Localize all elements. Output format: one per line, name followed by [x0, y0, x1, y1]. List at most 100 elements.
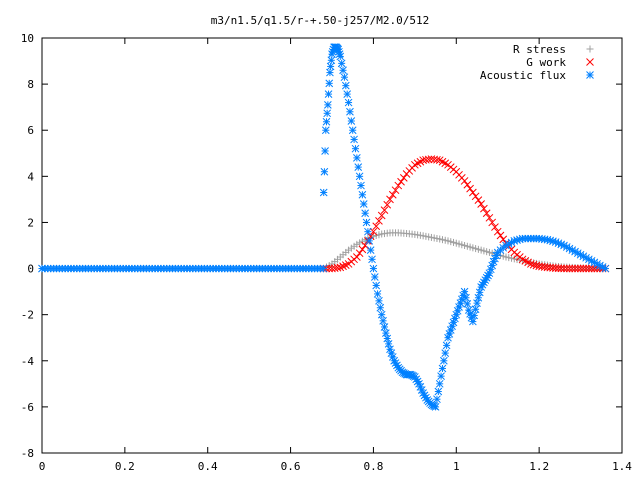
y-tick-label: 4 [27, 170, 34, 183]
x-tick-label: 0.6 [281, 460, 301, 473]
data-point [383, 200, 392, 209]
data-point [336, 52, 345, 61]
data-point [562, 264, 571, 273]
data-point [587, 264, 596, 273]
data-point [560, 264, 568, 273]
data-point [323, 109, 332, 118]
data-point [441, 349, 450, 357]
data-point [353, 154, 361, 162]
legend-marker [586, 45, 594, 53]
data-point [326, 62, 335, 71]
data-point [388, 190, 397, 199]
data-point [502, 241, 510, 250]
data-point [460, 177, 469, 185]
data-point [354, 163, 363, 171]
y-tick-label: 10 [21, 32, 34, 45]
x-tick-label: 1.2 [529, 460, 549, 473]
data-point [474, 293, 483, 302]
data-point [373, 290, 382, 298]
x-tick-label: 0.8 [363, 460, 383, 473]
data-point [477, 200, 485, 208]
data-point [353, 253, 361, 261]
data-point [424, 155, 433, 164]
data-point [372, 281, 381, 290]
x-tick-label: 0 [39, 460, 46, 473]
data-point [358, 245, 367, 254]
x-tick-label: 0.4 [198, 460, 218, 473]
data-point [384, 340, 393, 348]
data-point [319, 188, 328, 197]
data-point [470, 311, 479, 320]
axis-ticks: 0 0.2 0.4 0.6 0.8 1 1.2 1.4 -8 -6 -4 -2 0 2 4 6 8 10 [21, 32, 633, 473]
data-point [357, 181, 365, 190]
data-point [440, 356, 448, 365]
data-point [380, 323, 389, 331]
data-point [358, 190, 367, 199]
data-point [380, 206, 389, 215]
data-point [382, 329, 390, 337]
legend-marker [586, 71, 594, 79]
data-point [499, 235, 508, 244]
data-point [397, 177, 405, 186]
data-point [362, 218, 371, 227]
data-point [473, 299, 481, 307]
data-point [434, 387, 443, 396]
data-point [361, 209, 369, 218]
data-point [449, 318, 458, 327]
data-point [322, 117, 331, 126]
data-point [488, 218, 497, 227]
data-point [433, 395, 441, 404]
data-point [348, 126, 357, 135]
data-point [463, 180, 472, 189]
data-point [343, 90, 352, 98]
legend-label: R stress [513, 43, 566, 56]
legend-label: G work [526, 56, 566, 69]
data-point [471, 305, 480, 314]
data-point [377, 211, 386, 220]
data-point [319, 264, 328, 273]
data-point [341, 261, 350, 269]
data-point [601, 264, 610, 273]
series-2 [319, 155, 610, 273]
data-point [496, 231, 505, 240]
data-point [320, 167, 329, 176]
data-point [333, 263, 342, 272]
data-point [372, 222, 381, 231]
data-point [463, 300, 472, 308]
x-tick-label: 1 [453, 460, 460, 473]
data-point [355, 249, 364, 258]
data-point [355, 172, 364, 181]
data-point [336, 263, 345, 272]
data-point [471, 192, 480, 201]
data-point [341, 81, 350, 90]
data-point [469, 188, 477, 197]
data-point [364, 227, 372, 236]
data-point [431, 403, 440, 411]
data-point [376, 303, 385, 312]
plot-frame [41, 37, 623, 454]
data-point [474, 196, 483, 205]
series-3 [38, 43, 610, 411]
data-point [386, 195, 394, 204]
data-point [576, 264, 585, 273]
data-point [437, 372, 445, 381]
data-point [369, 264, 378, 273]
data-point [469, 317, 477, 326]
data-point [568, 264, 577, 273]
data-point [438, 364, 447, 373]
data-point [344, 98, 353, 107]
data-point [346, 107, 354, 116]
data-point [460, 287, 469, 296]
data-point [582, 264, 590, 273]
x-tick-label: 0.2 [115, 460, 135, 473]
data-point [442, 341, 451, 350]
y-tick-label: -6 [21, 401, 34, 414]
data-point [339, 66, 347, 75]
data-point [462, 293, 470, 302]
data-point [369, 227, 378, 236]
data-point [394, 181, 403, 190]
data-point [366, 246, 375, 254]
y-tick-label: 0 [27, 263, 34, 276]
chart-title: m3/n1.5/q1.5/r-+.50-j257/M2.0/512 [211, 14, 430, 27]
